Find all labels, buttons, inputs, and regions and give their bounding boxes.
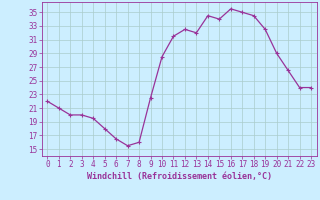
X-axis label: Windchill (Refroidissement éolien,°C): Windchill (Refroidissement éolien,°C) bbox=[87, 172, 272, 181]
